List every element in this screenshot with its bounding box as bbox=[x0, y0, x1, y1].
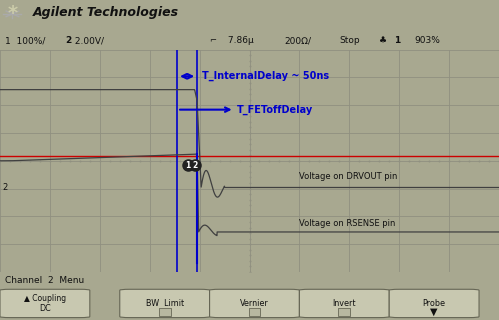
Text: ▲ Coupling: ▲ Coupling bbox=[24, 294, 66, 303]
Text: 2: 2 bbox=[65, 36, 71, 45]
Text: Probe: Probe bbox=[423, 299, 446, 308]
Text: 903%: 903% bbox=[414, 36, 440, 45]
Text: Voltage on RSENSE pin: Voltage on RSENSE pin bbox=[299, 219, 396, 228]
Text: ▼: ▼ bbox=[430, 307, 438, 317]
Text: 2: 2 bbox=[2, 183, 8, 192]
Text: DC: DC bbox=[39, 304, 51, 313]
Text: Invert: Invert bbox=[332, 299, 356, 308]
FancyBboxPatch shape bbox=[299, 289, 389, 317]
FancyBboxPatch shape bbox=[338, 308, 350, 316]
Text: T_FEToffDelay: T_FEToffDelay bbox=[237, 105, 313, 115]
FancyBboxPatch shape bbox=[0, 289, 90, 317]
FancyBboxPatch shape bbox=[389, 289, 479, 317]
Text: 2.00V/: 2.00V/ bbox=[72, 36, 104, 45]
Text: T_InternalDelay ~ 50ns: T_InternalDelay ~ 50ns bbox=[202, 71, 329, 81]
Text: *: * bbox=[7, 4, 17, 23]
Text: Channel  2  Menu: Channel 2 Menu bbox=[5, 276, 84, 285]
Text: 7.86µ: 7.86µ bbox=[225, 36, 253, 45]
FancyBboxPatch shape bbox=[120, 289, 210, 317]
Text: Agilent Technologies: Agilent Technologies bbox=[32, 6, 179, 19]
Text: 2: 2 bbox=[192, 161, 197, 170]
Text: 1  100%/: 1 100%/ bbox=[5, 36, 45, 45]
FancyBboxPatch shape bbox=[159, 308, 171, 316]
Text: Stop: Stop bbox=[339, 36, 360, 45]
FancyBboxPatch shape bbox=[249, 308, 260, 316]
Text: 1: 1 bbox=[186, 161, 191, 170]
Text: BW  Limit: BW Limit bbox=[146, 299, 184, 308]
FancyBboxPatch shape bbox=[210, 289, 299, 317]
Text: Voltage on DRVOUT pin: Voltage on DRVOUT pin bbox=[299, 172, 398, 181]
Text: 1: 1 bbox=[394, 36, 401, 45]
Text: ♣: ♣ bbox=[379, 36, 387, 45]
Text: ⌐: ⌐ bbox=[210, 36, 217, 45]
Text: 200Ω/: 200Ω/ bbox=[284, 36, 311, 45]
Text: Vernier: Vernier bbox=[240, 299, 269, 308]
